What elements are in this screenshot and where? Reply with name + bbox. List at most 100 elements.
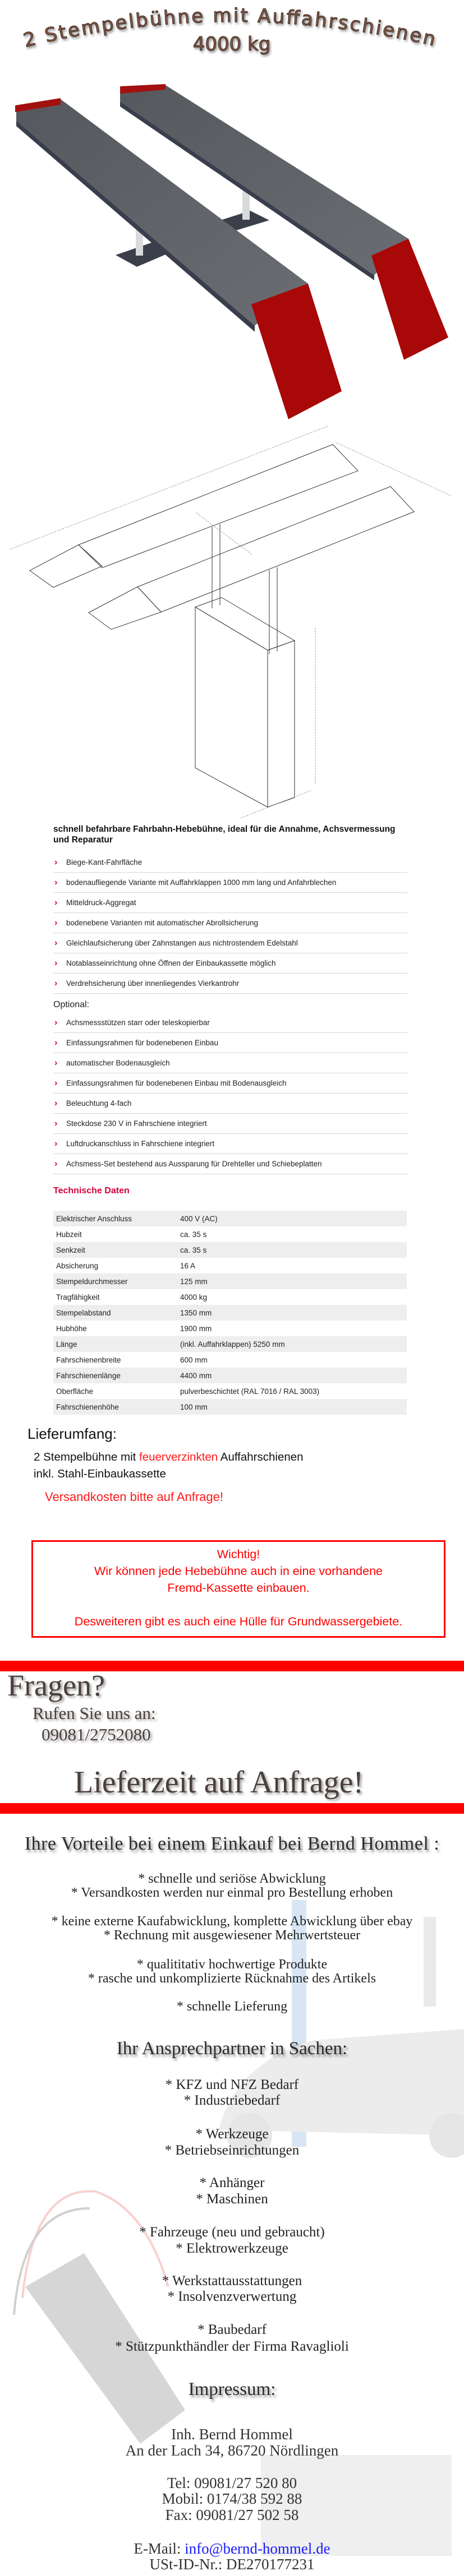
list-item: › Achsmess-Set bestehend aus Aussparung f… <box>53 1154 407 1174</box>
list-item-label: Achsmess-Set bestehend aus Aussparung fü… <box>66 1160 322 1168</box>
table-row: Senkzeit ca. 35 s <box>53 1242 407 1258</box>
list-item: › Luftdruckanschluss in Fahrschiene integ… <box>53 1134 407 1154</box>
list-item: › bodenebene Varianten mit automatischer … <box>53 913 407 933</box>
list-item-label: Biege-Kant-Fahrfläche <box>66 858 143 867</box>
partner-item: * Elektrowerkzeuge <box>176 2241 288 2256</box>
vat-id: USt-ID-Nr.: DE270177231 <box>149 2556 315 2573</box>
spec-label: Länge <box>56 1340 77 1349</box>
email-link[interactable]: info@bernd-hommel.de <box>185 2540 330 2557</box>
list-item: › bodenaufliegende Variante mit Auffahrkl… <box>53 873 407 893</box>
table-row: Oberfläche pulverbeschichtet (RAL 7016 / … <box>53 1383 407 1399</box>
lift-render-image <box>15 84 448 419</box>
list-item-label: bodenaufliegende Variante mit Auffahrkla… <box>66 878 337 887</box>
table-row: Stempelabstand 1350 mm <box>53 1305 407 1321</box>
list-item: › Steckdose 230 V in Fahrschiene integrie… <box>53 1114 407 1134</box>
email-row: E-Mail: info@bernd-hommel.de <box>0 2540 464 2557</box>
partner-item: * Stützpunkthändler der Firma Ravaglioli <box>115 2339 349 2354</box>
table-row: Fahrschienenlänge 4400 mm <box>53 1368 407 1383</box>
address: An der Lach 34, 86720 Nördlingen <box>125 2442 339 2459</box>
chevron-right-icon: › <box>54 918 58 928</box>
spec-label: Absicherung <box>56 1261 99 1270</box>
advantage-item: * Versandkosten werden nur einmal pro Be… <box>71 1885 393 1900</box>
spec-value: 1350 mm <box>180 1308 212 1317</box>
spec-value: 4000 kg <box>180 1292 208 1301</box>
list-item: › Gleichlaufsicherung über Zahnstangen au… <box>53 933 407 953</box>
spec-value: 400 V (AC) <box>180 1214 218 1223</box>
owner-name: Inh. Bernd Hommel <box>171 2426 293 2443</box>
delivery-line1: 2 Stempelbühne mit feuerverzinkten Auffa… <box>34 1451 304 1464</box>
delivery-time-heading: Lieferzeit auf Anfrage! <box>74 1765 364 1800</box>
divider <box>0 1661 464 1671</box>
list-item-label: Luftdruckanschluss in Fahrschiene integr… <box>66 1139 215 1148</box>
notice-box: Wichtig! Wir können jede Hebebühne auch … <box>31 1540 445 1638</box>
background-watermark-image <box>13 1900 464 2556</box>
list-item: › Notablasseinrichtung ohne Öffnen der Ei… <box>53 953 407 974</box>
table-row: Fahrschienenbreite 600 mm <box>53 1352 407 1368</box>
partner-item: * Baubedarf <box>197 2322 267 2337</box>
partner-item: * Fahrzeuge (neu und gebraucht) <box>139 2225 325 2240</box>
impressum-heading: Impressum: <box>188 2379 276 2399</box>
list-item-label: Beleuchtung 4-fach <box>66 1099 132 1108</box>
advantage-item: * schnelle Lieferung <box>176 1999 288 2014</box>
questions-heading: Fragen? <box>7 1669 105 1702</box>
spec-label: Elektrischer Anschluss <box>56 1214 132 1223</box>
list-item-label: Achsmessstützen starr oder teleskopierba… <box>66 1018 210 1027</box>
spec-value: 125 mm <box>180 1277 208 1286</box>
optional-list: › Achsmessstützen starr oder teleskopierb… <box>53 1013 407 1174</box>
partner-item: * Betriebseinrichtungen <box>164 2143 300 2158</box>
list-item-label: bodenebene Varianten mit automatischer A… <box>66 919 258 927</box>
list-item-label: Einfassungsrahmen für bodenebenen Einbau <box>66 1039 218 1047</box>
table-row: Elektrischer Anschluss 400 V (AC) <box>53 1211 407 1226</box>
spec-label: Hubzeit <box>56 1230 82 1239</box>
page-title: 2 Stempelbühne mit Auffahrschienen 4000 … <box>21 4 438 55</box>
spec-value: 16 A <box>180 1261 196 1270</box>
list-item-label: Steckdose 230 V in Fahrschiene integrier… <box>66 1119 207 1128</box>
advantages-heading: Ihre Vorteile bei einem Einkauf bei Bern… <box>24 1833 440 1854</box>
advantage-item: * keine externe Kaufabwicklung, komplett… <box>51 1914 413 1929</box>
table-row: Hubzeit ca. 35 s <box>53 1226 407 1242</box>
chevron-right-icon: › <box>54 858 58 867</box>
notice-line: Wir können jede Hebebühne auch in eine v… <box>94 1564 383 1578</box>
spec-value: pulverbeschichtet (RAL 7016 / RAL 3003) <box>180 1387 320 1396</box>
delivery-heading: Lieferumfang: <box>27 1425 117 1442</box>
call-us-text: Rufen Sie uns an: <box>33 1703 156 1723</box>
list-item: › Verdrehsicherung über innenliegendes Vi… <box>53 974 407 994</box>
email-label: E-Mail: <box>134 2540 185 2557</box>
spec-label: Senkzeit <box>56 1245 85 1254</box>
list-item: › Mitteldruck-Aggregat <box>53 893 407 913</box>
list-item-label: Gleichlaufsicherung über Zahnstangen aus… <box>66 939 298 947</box>
chevron-right-icon: › <box>54 1058 58 1068</box>
chevron-right-icon: › <box>54 1038 58 1048</box>
list-item-label: automatischer Bodenausgleich <box>66 1059 170 1067</box>
spec-value: ca. 35 s <box>180 1245 207 1254</box>
table-row: Hubhöhe 1900 mm <box>53 1321 407 1336</box>
chevron-right-icon: › <box>54 878 58 887</box>
table-row: Absicherung 16 A <box>53 1258 407 1273</box>
chevron-right-icon: › <box>54 1099 58 1108</box>
list-item: › Achsmessstützen starr oder teleskopierb… <box>53 1013 407 1033</box>
list-item-label: Notablasseinrichtung ohne Öffnen der Ein… <box>66 959 276 967</box>
telephone: Tel: 09081/27 520 80 <box>167 2475 297 2491</box>
spec-label: Tragfähigkeit <box>56 1292 100 1301</box>
chevron-right-icon: › <box>54 898 58 907</box>
fax: Fax: 09081/27 502 58 <box>165 2506 299 2523</box>
list-item-label: Verdrehsicherung über innenliegendes Vie… <box>66 979 240 988</box>
list-item: › Einfassungsrahmen für bodenebenen Einba… <box>53 1033 407 1053</box>
chevron-right-icon: › <box>54 1018 58 1027</box>
partner-item: * KFZ und NFZ Bedarf <box>165 2077 299 2092</box>
chevron-right-icon: › <box>54 938 58 948</box>
delivery-highlight: feuerverzinkten <box>139 1451 218 1463</box>
spec-value: 1900 mm <box>180 1324 212 1333</box>
advantage-item: * Rechnung mit ausgewiesener Mehrwertste… <box>103 1928 361 1943</box>
spec-label: Stempelabstand <box>56 1308 111 1317</box>
advantage-item: * schnelle und seriöse Abwicklung <box>138 1871 326 1886</box>
product-intro: schnell befahrbare Fahrbahn-Hebebühne, i… <box>53 824 396 845</box>
table-row: Tragfähigkeit 4000 kg <box>53 1289 407 1305</box>
spec-label: Fahrschienenhöhe <box>56 1402 119 1411</box>
partner-item: * Industriebedarf <box>183 2093 281 2108</box>
list-item: › Biege-Kant-Fahrfläche <box>53 853 407 873</box>
spec-value: ca. 35 s <box>180 1230 207 1239</box>
partner-heading: Ihr Ansprechpartner in Sachen: <box>116 2038 348 2059</box>
spec-value: (inkl. Auffahrklappen) 5250 mm <box>180 1340 285 1349</box>
table-row: Stempeldurchmesser 125 mm <box>53 1273 407 1289</box>
